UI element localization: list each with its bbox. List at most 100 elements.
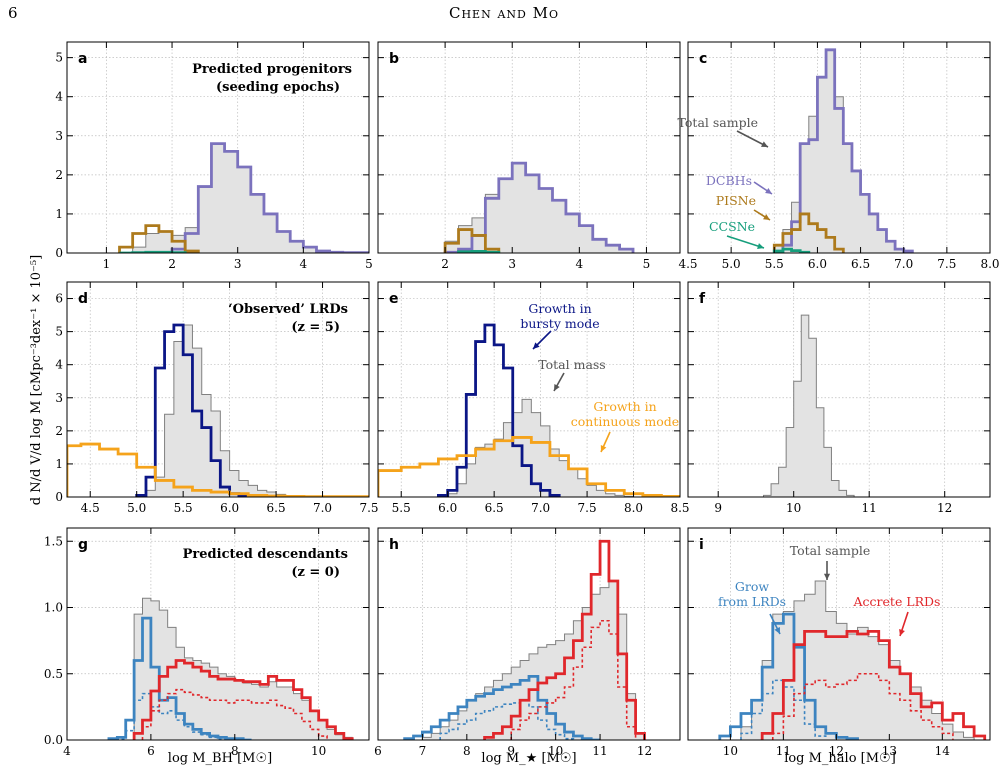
- x-tick-label: 5: [365, 257, 373, 271]
- x-tick-label: 5.5: [765, 257, 784, 271]
- annotation-text: Accrete LRDs: [853, 594, 941, 609]
- y-tick-label: 5: [55, 325, 63, 339]
- annotation-text: Predicted descendants: [183, 547, 348, 562]
- y-tick-label: 0.0: [44, 733, 63, 747]
- panel-letter: f: [699, 291, 706, 307]
- running-head: Chen and Mo: [448, 4, 560, 22]
- panel-letter: g: [78, 537, 88, 553]
- panel-d: 4.5 5.0 5.5 6.0 6.5 7.0 7.5 0 1 2 3 4 5 6 d ‘Observed’ …: [55, 281, 379, 515]
- panel-letter: d: [78, 291, 88, 307]
- series-green-line: [772, 247, 811, 253]
- x-tick-label: 4.5: [678, 257, 697, 271]
- series-gray-fill: [421, 580, 645, 740]
- series-group: [107, 597, 354, 740]
- x-tick-label: 5.5: [174, 501, 193, 515]
- series-blue-dashed: [116, 692, 228, 740]
- series-group: [443, 161, 635, 253]
- x-tick-label: 10: [723, 744, 738, 758]
- x-tick-label: 7.0: [531, 501, 550, 515]
- series-brown-line: [772, 212, 845, 253]
- x-tick-label: 8.0: [980, 257, 999, 271]
- annotation-text: Total sample: [678, 115, 758, 130]
- ticks: 9 10 11 12: [688, 282, 990, 515]
- x-tick-label: 11: [862, 501, 877, 515]
- panel-h: 6 7 8 9 10 11 12 h: [374, 527, 681, 758]
- y-tick-label: 0: [55, 490, 63, 504]
- annotation-text: Total sample: [790, 543, 870, 558]
- x-tick-label: 6.5: [485, 501, 504, 515]
- page-number: 6: [8, 4, 18, 22]
- x-tick-label: 4: [576, 257, 584, 271]
- x-tick-label: 8: [231, 744, 239, 758]
- ticks: 4.5 5.0 5.5 6.0 6.5 7.0 7.5 8.0: [678, 42, 1000, 271]
- y-tick-label: 0.5: [44, 667, 63, 681]
- x-axis-label-star: log M_★ [M☉]: [481, 751, 576, 766]
- arrow-head: [600, 445, 607, 452]
- series-gray-fill: [132, 143, 369, 253]
- y-tick-label: 2: [55, 168, 63, 182]
- arrow-head: [774, 627, 780, 634]
- x-tick-label: 9: [507, 744, 515, 758]
- annotation-text: Predicted progenitors: [192, 62, 352, 77]
- panel-f: 9 10 11 12 f: [687, 281, 991, 515]
- x-tick-label: 8.5: [670, 501, 689, 515]
- panel-a: 1 2 3 4 5 0 1 2 3 4 5 a Predicted progenitors (seedin…: [55, 41, 373, 271]
- annotation-text: PISNe: [716, 193, 756, 208]
- y-tick-label: 4: [55, 90, 63, 104]
- series-purple-line: [170, 142, 369, 253]
- arrow-head: [765, 187, 772, 194]
- x-tick-label: 10: [548, 744, 563, 758]
- y-tick-label: 3: [55, 391, 63, 405]
- annotation-text: Growth in: [593, 399, 656, 414]
- y-tick-label: 1: [55, 207, 63, 221]
- x-tick-label: 12: [829, 744, 844, 758]
- x-tick-label: 8: [463, 744, 471, 758]
- panel-letter: e: [389, 291, 399, 307]
- x-tick-label: 7.5: [359, 501, 378, 515]
- x-tick-label: 14: [935, 744, 951, 758]
- x-tick-label: 8.0: [624, 501, 643, 515]
- y-tick-label: 6: [55, 292, 63, 306]
- series-group: [718, 580, 987, 740]
- series-gray-fill: [447, 398, 635, 497]
- arrow-head: [554, 384, 560, 391]
- x-tick-label: 5.0: [127, 501, 146, 515]
- ticks: 5.5 6.0 6.5 7.0 7.5 8.0 8.5: [378, 282, 690, 515]
- x-tick-label: 4.5: [81, 501, 100, 515]
- x-tick-label: 11: [776, 744, 791, 758]
- x-tick-label: 6: [374, 744, 382, 758]
- panel-letter: b: [389, 51, 399, 67]
- x-tick-label: 1: [103, 257, 111, 271]
- x-axis-label-bh: log M_BH [M☉]: [168, 751, 272, 766]
- annotations: Predicted descendants (z = 0): [183, 547, 348, 580]
- series-brown-line: [118, 224, 200, 253]
- series-blue-dashed: [439, 699, 575, 740]
- annotation-text: (z = 0): [291, 565, 340, 580]
- ticks: 4.5 5.0 5.5 6.0 6.5 7.0 7.5 0 1 2 3 4 5 6: [55, 282, 379, 515]
- series-purple-line: [781, 48, 914, 253]
- arrow-head: [823, 573, 831, 580]
- y-tick-label: 0: [55, 246, 63, 260]
- y-axis-label: d N/d V/d log M [cMpc⁻³dex⁻¹ × 10⁻⁵]: [29, 255, 44, 505]
- x-tick-label: 4: [300, 257, 308, 271]
- x-tick-label: 6.5: [267, 501, 286, 515]
- panel-frame: [687, 281, 991, 498]
- y-tick-label: 1.5: [44, 534, 63, 548]
- y-tick-label: 1: [55, 457, 63, 471]
- y-tick-label: 4: [55, 358, 63, 372]
- annotations: ‘Observed’ LRDs (z = 5): [228, 302, 348, 335]
- panel-frame: [687, 527, 991, 741]
- annotations: Total sample DCBHs PISNe CCSNe: [678, 115, 773, 249]
- series-gray-outline-fill: [763, 314, 855, 497]
- annotation-text: Total mass: [538, 357, 605, 372]
- panel-frame: [66, 527, 370, 741]
- x-tick-label: 3: [234, 257, 242, 271]
- ticks: 1 2 3 4 5 0 1 2 3 4 5: [55, 42, 373, 271]
- annotation-text: bursty mode: [520, 316, 599, 331]
- arrow-head: [757, 243, 764, 249]
- series-group: [67, 323, 369, 497]
- annotation-text: from LRDs: [718, 594, 786, 609]
- series-navy-line: [437, 323, 561, 497]
- arrow-head: [763, 214, 770, 220]
